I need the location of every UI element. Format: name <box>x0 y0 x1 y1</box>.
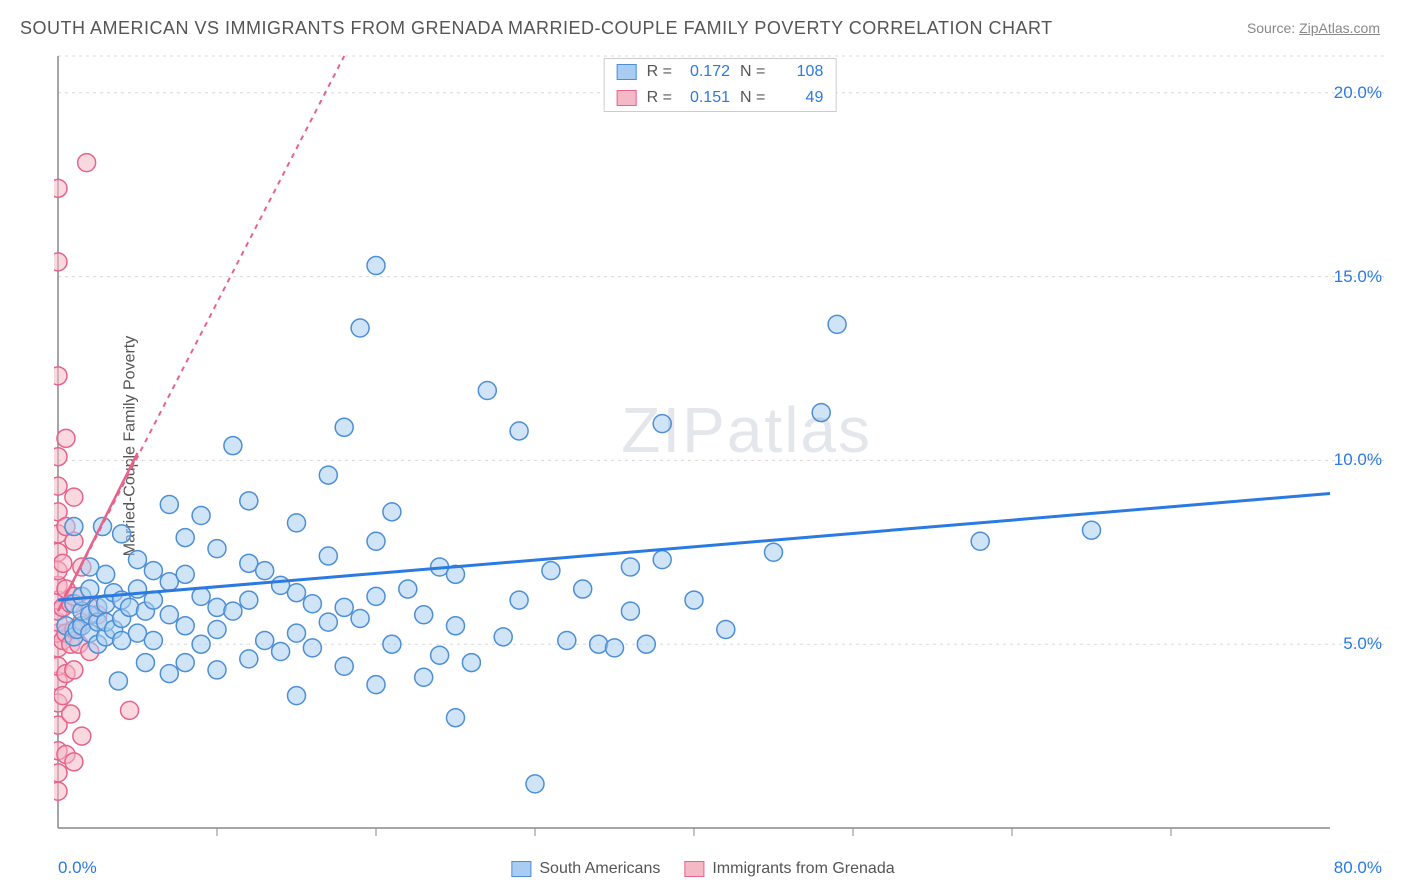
legend-item-series-2: Immigrants from Grenada <box>684 860 894 878</box>
n-label: N = <box>740 89 765 107</box>
n-value: 49 <box>775 89 823 107</box>
legend-item-series-1: South Americans <box>511 860 660 878</box>
source-prefix: Source: <box>1247 20 1299 36</box>
chart-area: R = 0.172 N = 108 R = 0.151 N = 49 ZIPat… <box>54 52 1386 840</box>
y-tick-label: 15.0% <box>1334 267 1382 287</box>
correlation-stats-box: R = 0.172 N = 108 R = 0.151 N = 49 <box>604 58 837 112</box>
r-label: R = <box>647 63 672 81</box>
swatch-icon <box>617 90 637 106</box>
source-link[interactable]: ZipAtlas.com <box>1299 20 1380 36</box>
swatch-icon <box>617 64 637 80</box>
y-tick-label: 20.0% <box>1334 83 1382 103</box>
n-value: 108 <box>775 63 823 81</box>
swatch-icon <box>511 861 531 877</box>
r-value: 0.151 <box>682 89 730 107</box>
legend-label: South Americans <box>539 860 660 878</box>
chart-title: SOUTH AMERICAN VS IMMIGRANTS FROM GRENAD… <box>20 18 1053 39</box>
legend-label: Immigrants from Grenada <box>712 860 894 878</box>
stats-row-series-2: R = 0.151 N = 49 <box>605 85 836 111</box>
stats-row-series-1: R = 0.172 N = 108 <box>605 59 836 85</box>
source-attribution: Source: ZipAtlas.com <box>1247 20 1380 36</box>
r-value: 0.172 <box>682 63 730 81</box>
series-legend: South Americans Immigrants from Grenada <box>511 860 894 878</box>
y-tick-label: 5.0% <box>1343 634 1382 654</box>
r-label: R = <box>647 89 672 107</box>
x-axis-min-label: 0.0% <box>58 858 97 878</box>
swatch-icon <box>684 861 704 877</box>
scatter-chart-svg <box>54 52 1386 840</box>
x-axis-max-label: 80.0% <box>1334 858 1382 878</box>
n-label: N = <box>740 63 765 81</box>
y-tick-label: 10.0% <box>1334 450 1382 470</box>
